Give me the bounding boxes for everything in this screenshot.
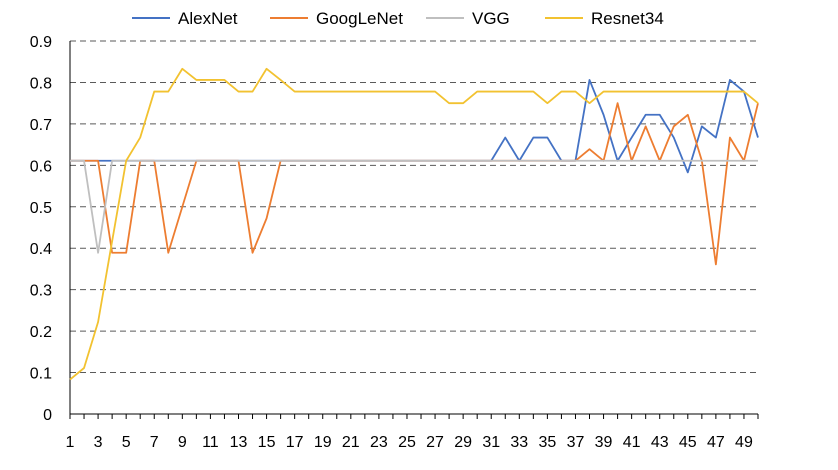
- series-line-alexnet: [70, 80, 758, 172]
- y-tick-label: 0.2: [30, 324, 52, 341]
- x-tick-label: 3: [94, 434, 103, 451]
- x-tick-label: 15: [258, 434, 276, 451]
- y-tick-labels: 0 0.1 0.2 0.3 0.4 0.5 0.6 0.7 0.8 0.9: [30, 34, 52, 424]
- y-tick-label: 0.1: [30, 366, 52, 383]
- series-line-googlenet: [70, 103, 758, 264]
- y-tick-label: 0: [43, 407, 52, 424]
- x-tick-label: 7: [150, 434, 159, 451]
- legend-item-googlenet: GoogLeNet: [270, 9, 403, 28]
- x-tick-label: 11: [202, 434, 219, 451]
- x-tick-label: 37: [567, 434, 585, 451]
- y-tick-label: 0.4: [30, 241, 52, 258]
- legend-label: AlexNet: [178, 9, 238, 28]
- x-tick-label: 19: [314, 434, 332, 451]
- x-tick-label: 47: [707, 434, 725, 451]
- x-tick-label: 31: [482, 434, 500, 451]
- x-tick-label: 13: [230, 434, 248, 451]
- axes: [70, 41, 758, 419]
- legend-label: Resnet34: [591, 9, 664, 28]
- series-lines: [70, 69, 758, 380]
- legend-label: GoogLeNet: [316, 9, 403, 28]
- legend-item-resnet34: Resnet34: [545, 9, 664, 28]
- x-tick-label: 21: [342, 434, 360, 451]
- x-tick-label: 1: [66, 434, 75, 451]
- y-tick-label: 0.8: [30, 75, 52, 92]
- y-tick-label: 0.5: [30, 200, 52, 217]
- x-tick-label: 9: [178, 434, 187, 451]
- legend-item-alexnet: AlexNet: [132, 9, 238, 28]
- y-tick-label: 0.6: [30, 158, 52, 175]
- x-tick-label: 49: [735, 434, 753, 451]
- legend-item-vgg: VGG: [426, 9, 510, 28]
- x-tick-label: 17: [286, 434, 304, 451]
- x-tick-label: 25: [398, 434, 416, 451]
- x-tick-label: 33: [510, 434, 528, 451]
- x-tick-label: 5: [122, 434, 131, 451]
- y-tick-label: 0.9: [30, 34, 52, 51]
- x-tick-label: 27: [426, 434, 444, 451]
- legend: AlexNet GoogLeNet VGG Resnet34: [132, 9, 664, 28]
- x-tick-labels: 1 3 5 7 9 11 13 15 17 19 21 23 25 27 29 31 33 35 37 39 41 43 4…: [66, 434, 753, 451]
- x-tick-label: 35: [538, 434, 556, 451]
- x-tick-label: 43: [651, 434, 669, 451]
- x-tick-label: 29: [454, 434, 472, 451]
- x-tick-label: 41: [623, 434, 641, 451]
- x-tick-label: 45: [679, 434, 697, 451]
- x-tick-label: 23: [370, 434, 388, 451]
- legend-label: VGG: [472, 9, 510, 28]
- y-tick-label: 0.7: [30, 117, 52, 134]
- x-tick-label: 39: [595, 434, 613, 451]
- y-tick-label: 0.3: [30, 283, 52, 300]
